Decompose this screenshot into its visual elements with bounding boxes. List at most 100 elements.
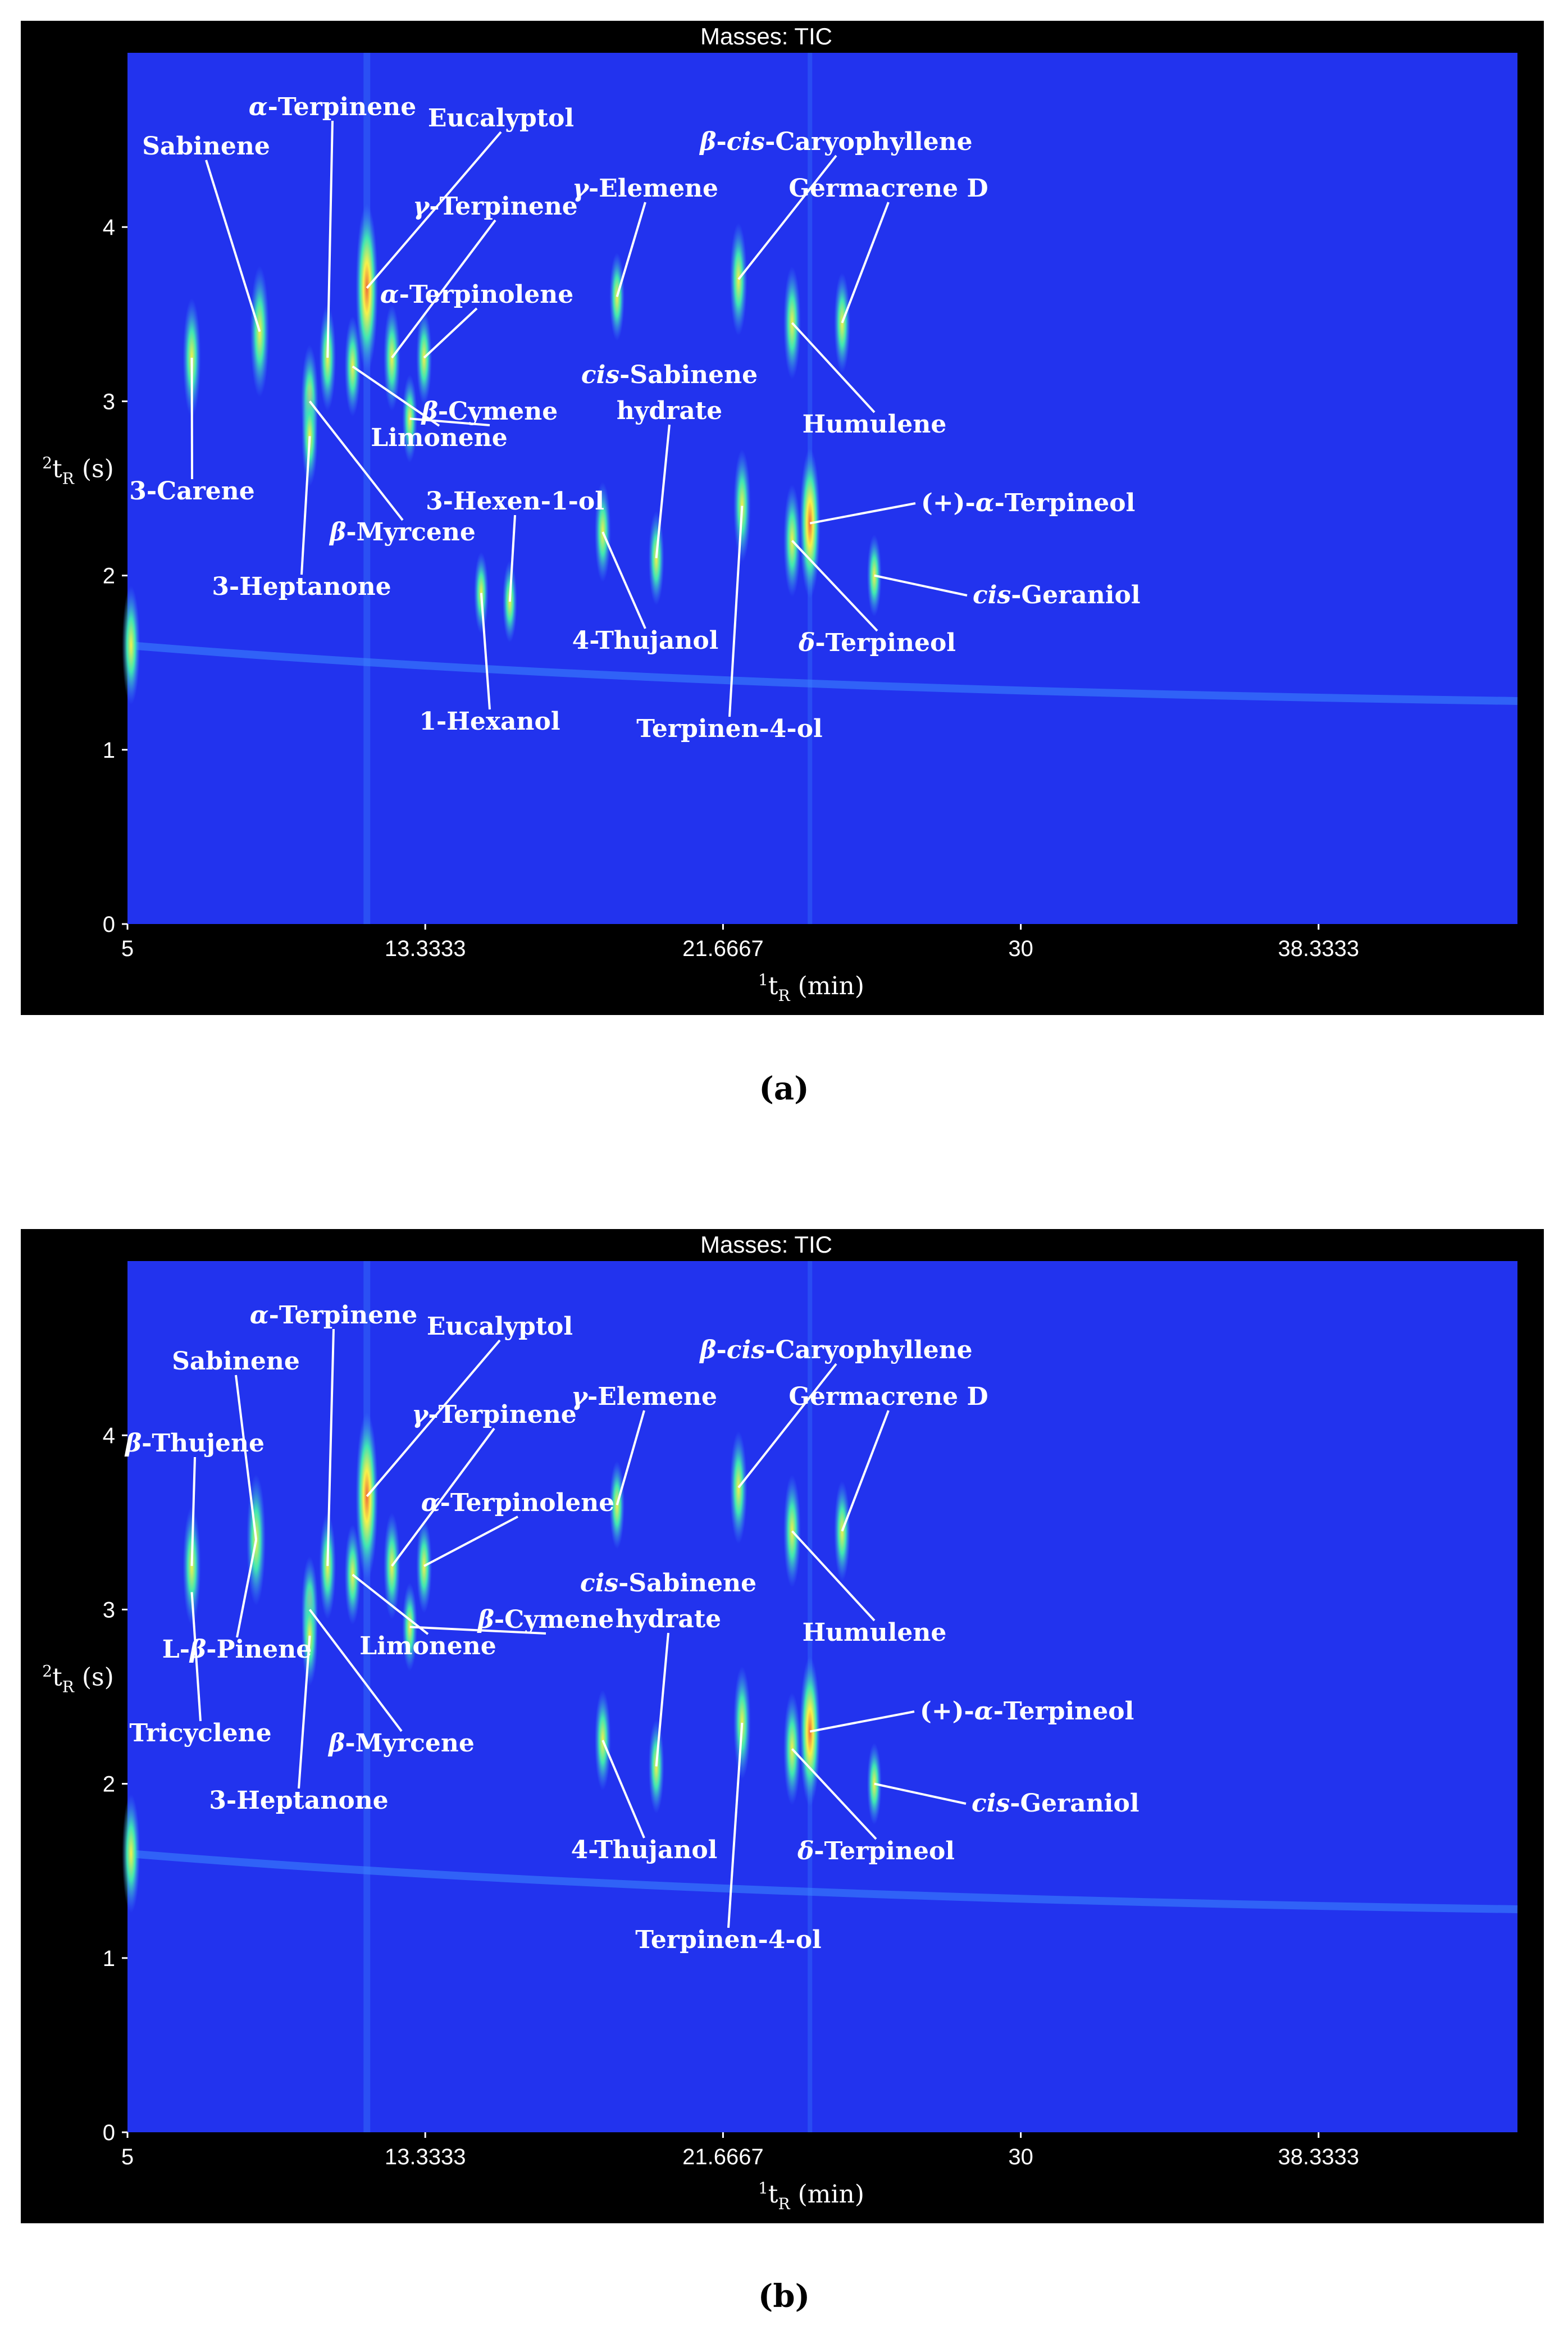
leader-line: [737, 154, 837, 280]
leader-line: [391, 1427, 495, 1567]
compound-label: 3-Carene: [129, 477, 255, 506]
compound-label: 4-Thujanol: [572, 626, 719, 655]
compound-label: 3-Hexen-1-ol: [426, 487, 604, 516]
leader-line: [480, 593, 491, 710]
leader-line: [655, 1632, 669, 1767]
leader-line: [326, 1328, 335, 1566]
compound-label: Limonene: [359, 1632, 496, 1660]
peak-spot: [301, 1585, 318, 1686]
leader-line: [841, 202, 890, 324]
chromatogram-panel-b: 5 13.3333 21.6667 30 38.3333 0 1 2 3 4 Masses: TIC…: [21, 1229, 1544, 2223]
y-axis-label: 2tR (s): [42, 1662, 114, 1696]
leader-line: [601, 1740, 645, 1838]
leader-line: [352, 365, 440, 427]
peak-spot: [183, 1506, 201, 1626]
leader-line: [391, 219, 496, 359]
compound-label: Germacrene D: [788, 1382, 988, 1411]
compound-label: α-Terpinolene: [380, 280, 574, 309]
peak-spot: [799, 1657, 821, 1807]
y-tick-label: 1: [103, 738, 115, 763]
compound-label: cis-Geraniol: [973, 581, 1141, 609]
x-axis-label: 1tR (min): [758, 2179, 864, 2213]
leader-line: [841, 1410, 890, 1532]
leader-line: [409, 1626, 546, 1635]
leader-line: [409, 417, 490, 426]
compound-label: Humulene: [803, 410, 947, 439]
leader-line: [737, 1363, 837, 1489]
compound-label: β-Myrcene: [329, 518, 476, 547]
peak-spot: [319, 1512, 336, 1619]
compound-label: L-β-Pinene: [162, 1635, 312, 1664]
leader-line: [298, 1635, 311, 1789]
compound-label: 1-Hexanol: [419, 707, 560, 736]
chart-title: Masses: TIC: [700, 1231, 832, 1258]
leader-line: [190, 1592, 202, 1722]
compound-label: γ-Elemene: [571, 1382, 717, 1411]
compound-label: 3-Heptanone: [212, 572, 391, 601]
plot-area: [127, 1261, 1517, 2132]
leader-line: [791, 1530, 876, 1622]
x-tick-label: 21.6667: [682, 2145, 764, 2169]
compound-label: α-Terpinolene: [421, 1489, 615, 1517]
compound-label: Eucalyptol: [428, 104, 574, 133]
compound-label: Tricyclene: [129, 1719, 271, 1748]
compound-label: β-Thujene: [124, 1429, 265, 1458]
peak-spot: [355, 1412, 379, 1581]
leader-line: [308, 401, 404, 521]
baseline-streak: [127, 641, 1518, 705]
leader-line: [874, 574, 968, 597]
leader-line: [300, 436, 311, 575]
compound-label: 4-Thujanol: [571, 1836, 718, 1864]
x-tick-label: 38.3333: [1278, 2145, 1360, 2169]
leader-line: [423, 307, 478, 359]
x-axis-label: 1tR (min): [758, 971, 864, 1005]
compound-label: Sabinene: [142, 132, 270, 161]
compound-label: δ-Terpineol: [797, 1837, 955, 1865]
peak-spot: [383, 1512, 400, 1619]
y-axis-label: 2tR (s): [42, 454, 114, 488]
compound-label: β-Myrcene: [327, 1729, 475, 1758]
x-tick-label: 38.3333: [1278, 936, 1360, 961]
leader-line: [190, 1457, 196, 1566]
leader-line: [809, 502, 916, 525]
panel-caption-b: (b): [758, 2278, 810, 2315]
chromatogram-panel-a: 5 13.3333 21.6667 30 38.3333 0 1 2 3 4 Masses: TIC…: [21, 21, 1544, 1015]
compound-label: γ-Terpinene: [413, 192, 578, 221]
compound-label: α-Terpinene: [250, 1301, 417, 1330]
y-tick-label: 2: [103, 1772, 115, 1797]
leader-line: [791, 322, 876, 413]
x-tick-label: 21.6667: [682, 936, 764, 961]
compound-label: cis-Sabinene hydrate: [581, 361, 758, 425]
compound-label: Germacrene D: [788, 174, 988, 203]
leader-line: [809, 1710, 915, 1733]
compound-label: cis-Geraniol: [972, 1789, 1139, 1818]
peak-spot: [416, 1518, 432, 1613]
x-tick-label: 30: [1008, 936, 1033, 961]
leader-line: [601, 531, 646, 629]
leader-line: [508, 515, 516, 602]
y-tick-label: 3: [103, 1598, 115, 1622]
panel-caption-a: (a): [759, 1070, 809, 1107]
peak-spot: [609, 1460, 625, 1549]
leader-line: [352, 1573, 429, 1635]
x-tick-label: 13.3333: [385, 2145, 466, 2169]
leader-line: [205, 160, 261, 332]
column-streak: [363, 53, 371, 924]
peak-spot: [122, 1794, 140, 1913]
leader-line: [874, 1782, 967, 1805]
leader-line: [791, 540, 878, 632]
compound-label: γ-Elemene: [572, 174, 718, 203]
peak-spot: [402, 1582, 418, 1671]
peak-spot: [648, 511, 664, 606]
compound-label: Sabinene: [172, 1347, 300, 1376]
compound-label: Limonene: [371, 424, 508, 452]
heatmap-svg-1: 5 13.3333 21.6667 30 38.3333 0 1 2 3 4 Masses: TIC…: [42, 1231, 1518, 2213]
leader-line: [366, 131, 502, 289]
y-tick-label: 3: [103, 389, 115, 414]
compound-label: cis-Sabinene hydrate: [580, 1569, 756, 1633]
x-tick-label: 5: [121, 2145, 134, 2169]
leader-line: [616, 1410, 645, 1505]
peak-spot: [344, 1524, 361, 1625]
y-tick-label: 4: [103, 1423, 115, 1448]
plot-area: [127, 53, 1517, 924]
